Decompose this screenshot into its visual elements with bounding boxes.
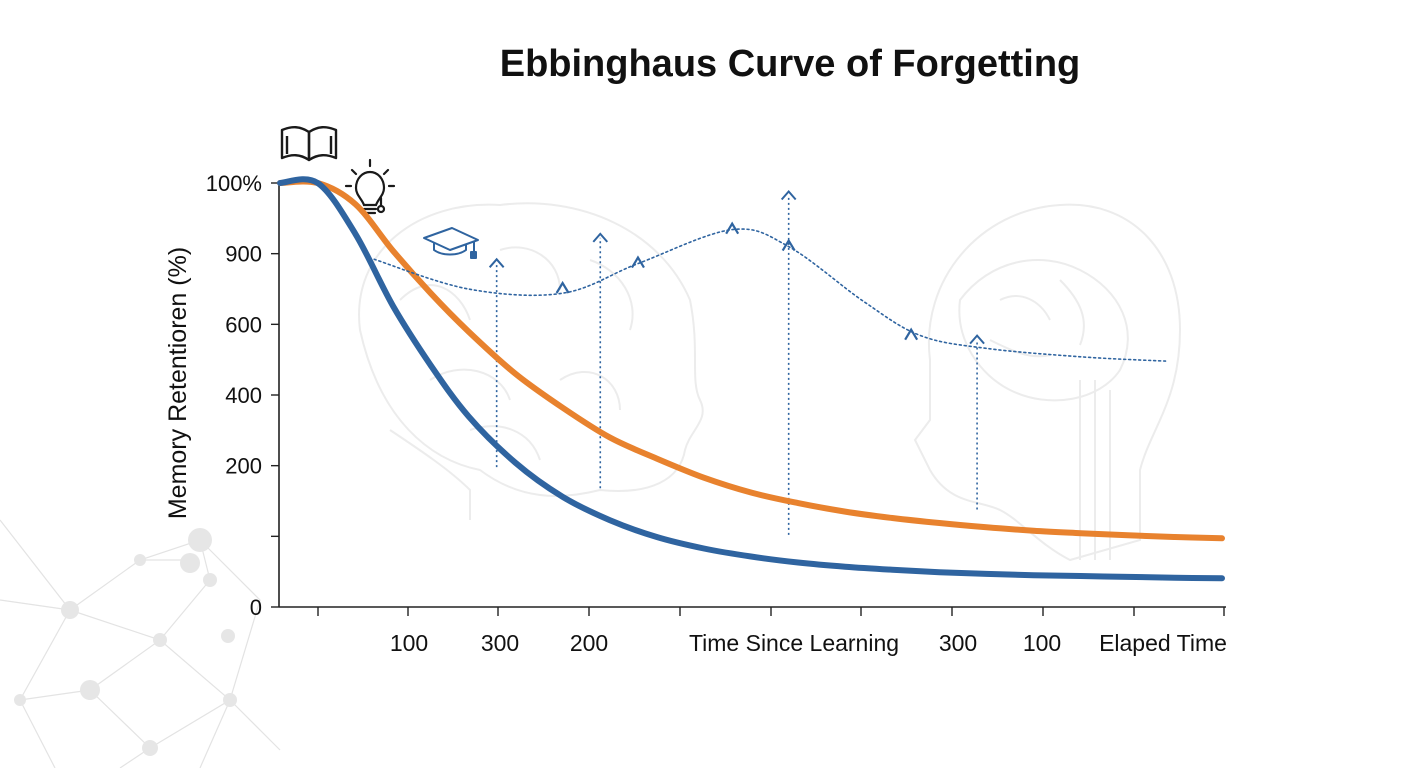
y-ticks: 100% 900 600 400 200 0	[206, 171, 279, 620]
x-tick-label: 100	[390, 630, 428, 656]
x-tick-label: Time Since Learning	[689, 630, 899, 656]
y-tick-label: 100%	[206, 171, 262, 196]
x-tick-label: 100	[1023, 630, 1061, 656]
y-tick-label: 900	[225, 242, 262, 267]
y-axis-label: Memory Retentioren (%)	[164, 247, 192, 519]
blue-curve-line	[277, 176, 1225, 582]
graduation-cap-icon	[423, 227, 479, 259]
review-caret	[725, 221, 740, 235]
series-group	[277, 176, 1225, 582]
x-tick-label: 300	[481, 630, 519, 656]
review-caret	[631, 255, 645, 269]
review-arrow-head	[969, 334, 985, 345]
x-tick-label: Elaped Time	[1099, 630, 1227, 656]
brain-outline-icon	[358, 202, 704, 520]
y-tick-label: 600	[225, 312, 262, 337]
chart-title: Ebbinghaus Curve of Forgetting	[500, 43, 1081, 85]
review-arrow-head	[780, 189, 797, 201]
x-tick-label: 200	[570, 630, 608, 656]
axes	[278, 182, 1226, 608]
x-ticks: 100 300 200 Time Since Learning 300 100 Elaped…	[317, 607, 1227, 656]
y-tick-label: 0	[250, 595, 262, 620]
network-nodes	[14, 528, 237, 756]
x-tick-label: 300	[939, 630, 977, 656]
review-caret	[555, 280, 570, 294]
review-annotations	[488, 189, 985, 535]
review-caret	[781, 238, 796, 252]
review-curve-line	[373, 228, 1167, 362]
open-book-icon	[280, 126, 338, 162]
y-tick-label: 400	[225, 383, 262, 408]
lightbulb-icon	[344, 158, 396, 215]
y-tick-label: 200	[225, 454, 262, 479]
review-caret	[904, 327, 919, 341]
review-arrow-head	[488, 257, 505, 268]
head-profile-icon	[913, 203, 1182, 562]
review-arrow-head	[592, 232, 609, 243]
